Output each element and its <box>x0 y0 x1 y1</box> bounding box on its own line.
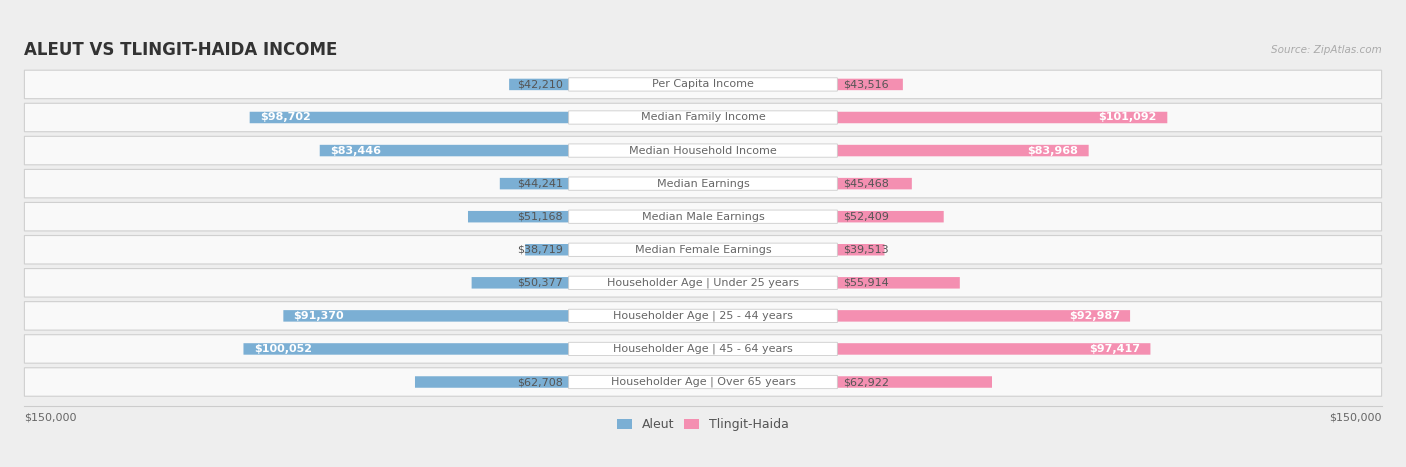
FancyBboxPatch shape <box>568 78 838 91</box>
Text: $50,377: $50,377 <box>517 278 564 288</box>
FancyBboxPatch shape <box>568 342 838 355</box>
Text: $45,468: $45,468 <box>842 178 889 189</box>
Legend: Aleut, Tlingit-Haida: Aleut, Tlingit-Haida <box>617 418 789 431</box>
FancyBboxPatch shape <box>24 203 1382 231</box>
FancyBboxPatch shape <box>703 211 943 222</box>
Text: $39,513: $39,513 <box>842 245 889 255</box>
Text: Median Family Income: Median Family Income <box>641 113 765 122</box>
Text: $101,092: $101,092 <box>1098 113 1157 122</box>
FancyBboxPatch shape <box>568 375 838 389</box>
Text: $83,968: $83,968 <box>1028 146 1078 156</box>
Text: $98,702: $98,702 <box>260 113 311 122</box>
FancyBboxPatch shape <box>319 145 703 156</box>
Text: $55,914: $55,914 <box>842 278 889 288</box>
FancyBboxPatch shape <box>24 70 1382 99</box>
Text: $97,417: $97,417 <box>1090 344 1140 354</box>
Text: $43,516: $43,516 <box>842 79 889 90</box>
FancyBboxPatch shape <box>24 170 1382 198</box>
FancyBboxPatch shape <box>703 145 1088 156</box>
FancyBboxPatch shape <box>250 112 703 123</box>
Text: $62,922: $62,922 <box>842 377 889 387</box>
Text: Median Female Earnings: Median Female Earnings <box>634 245 772 255</box>
Text: Source: ZipAtlas.com: Source: ZipAtlas.com <box>1271 45 1382 55</box>
FancyBboxPatch shape <box>526 244 703 255</box>
FancyBboxPatch shape <box>24 235 1382 264</box>
FancyBboxPatch shape <box>568 309 838 323</box>
Text: $150,000: $150,000 <box>24 412 77 422</box>
Text: Median Male Earnings: Median Male Earnings <box>641 212 765 222</box>
Text: $100,052: $100,052 <box>254 344 312 354</box>
FancyBboxPatch shape <box>703 244 884 255</box>
FancyBboxPatch shape <box>568 144 838 157</box>
Text: $150,000: $150,000 <box>1329 412 1382 422</box>
FancyBboxPatch shape <box>703 112 1167 123</box>
Text: $92,987: $92,987 <box>1069 311 1119 321</box>
FancyBboxPatch shape <box>243 343 703 355</box>
FancyBboxPatch shape <box>471 277 703 289</box>
FancyBboxPatch shape <box>703 277 960 289</box>
FancyBboxPatch shape <box>568 210 838 223</box>
FancyBboxPatch shape <box>509 78 703 90</box>
Text: Householder Age | 45 - 64 years: Householder Age | 45 - 64 years <box>613 344 793 354</box>
FancyBboxPatch shape <box>568 177 838 190</box>
Text: $51,168: $51,168 <box>517 212 564 222</box>
FancyBboxPatch shape <box>703 343 1150 355</box>
FancyBboxPatch shape <box>415 376 703 388</box>
Text: $62,708: $62,708 <box>517 377 564 387</box>
Text: Per Capita Income: Per Capita Income <box>652 79 754 90</box>
Text: $44,241: $44,241 <box>517 178 564 189</box>
Text: $83,446: $83,446 <box>330 146 381 156</box>
FancyBboxPatch shape <box>703 178 912 189</box>
Text: $52,409: $52,409 <box>842 212 889 222</box>
FancyBboxPatch shape <box>284 310 703 322</box>
FancyBboxPatch shape <box>24 302 1382 330</box>
Text: Householder Age | 25 - 44 years: Householder Age | 25 - 44 years <box>613 311 793 321</box>
FancyBboxPatch shape <box>568 243 838 256</box>
Text: $91,370: $91,370 <box>294 311 344 321</box>
FancyBboxPatch shape <box>24 136 1382 165</box>
Text: Householder Age | Under 25 years: Householder Age | Under 25 years <box>607 277 799 288</box>
FancyBboxPatch shape <box>499 178 703 189</box>
Text: $42,210: $42,210 <box>517 79 564 90</box>
FancyBboxPatch shape <box>468 211 703 222</box>
FancyBboxPatch shape <box>24 368 1382 396</box>
Text: Median Household Income: Median Household Income <box>628 146 778 156</box>
FancyBboxPatch shape <box>703 78 903 90</box>
Text: Median Earnings: Median Earnings <box>657 178 749 189</box>
FancyBboxPatch shape <box>24 103 1382 132</box>
FancyBboxPatch shape <box>24 269 1382 297</box>
FancyBboxPatch shape <box>703 376 993 388</box>
Text: ALEUT VS TLINGIT-HAIDA INCOME: ALEUT VS TLINGIT-HAIDA INCOME <box>24 41 337 59</box>
Text: Householder Age | Over 65 years: Householder Age | Over 65 years <box>610 377 796 387</box>
FancyBboxPatch shape <box>568 276 838 290</box>
Text: $38,719: $38,719 <box>517 245 564 255</box>
FancyBboxPatch shape <box>568 111 838 124</box>
FancyBboxPatch shape <box>24 335 1382 363</box>
FancyBboxPatch shape <box>703 310 1130 322</box>
